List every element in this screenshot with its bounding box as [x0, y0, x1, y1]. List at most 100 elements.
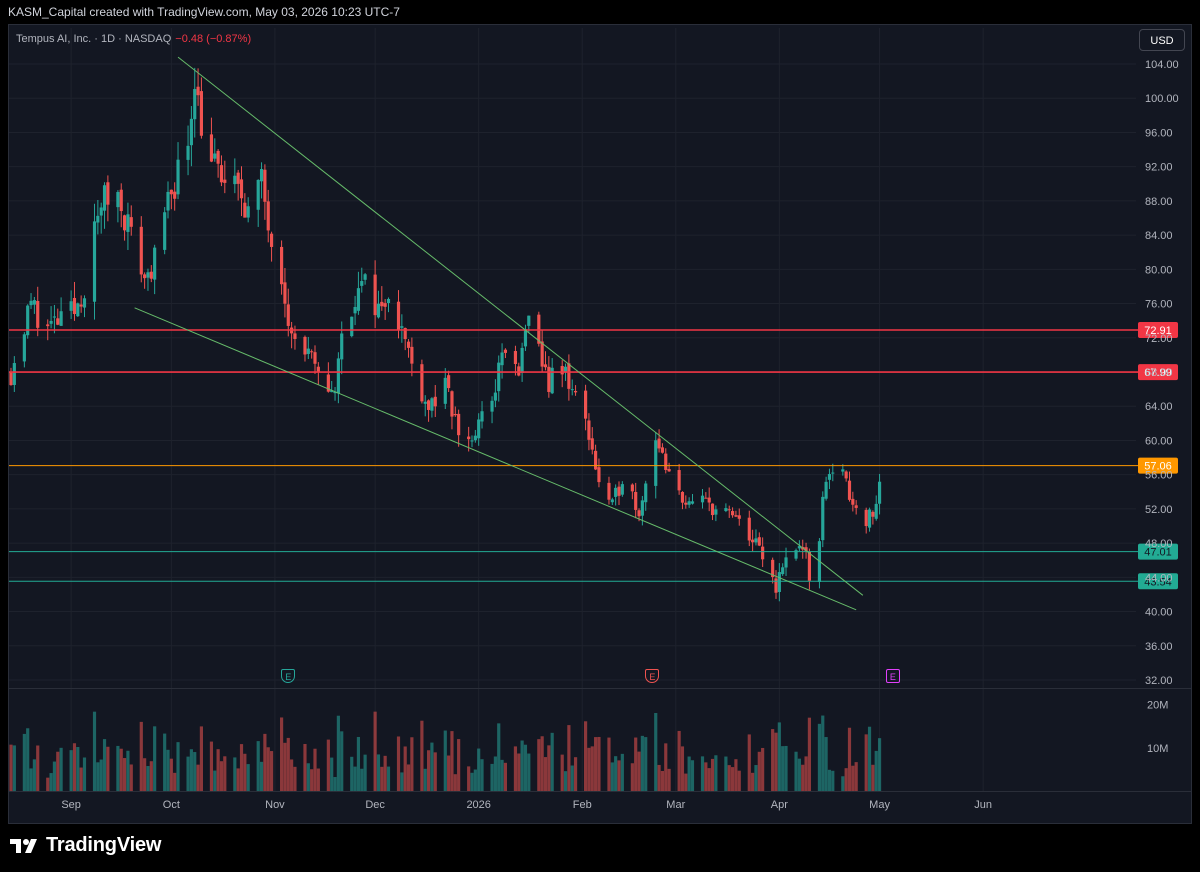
candle-body: [363, 274, 367, 280]
time-axis[interactable]: Sep Oct Nov Dec 2026 Feb Mar Apr May Jun: [61, 799, 992, 811]
price-tick-label: 92.00: [1145, 162, 1173, 174]
candle-body: [443, 377, 447, 404]
candle-body: [500, 352, 504, 366]
candle-body: [847, 480, 852, 500]
earnings-marker-past-down[interactable]: E: [645, 669, 660, 683]
volume-bar: [56, 751, 60, 791]
volume-bar: [771, 729, 775, 791]
candle-body: [573, 391, 578, 393]
candle-body: [426, 400, 431, 410]
volume-bar: [690, 760, 695, 791]
candle-body: [189, 118, 193, 146]
candle-body: [139, 226, 143, 275]
candle-body: [146, 272, 150, 278]
candle-body: [430, 398, 434, 411]
volume-bar: [727, 765, 731, 791]
volume-bar: [199, 726, 204, 791]
volume-bar: [714, 755, 718, 791]
volume-bar: [69, 750, 73, 791]
candle-body: [497, 362, 501, 392]
candle-body: [186, 145, 190, 160]
volume-bar: [243, 753, 247, 791]
candle-body: [794, 550, 798, 559]
volume-bar: [687, 756, 691, 791]
candle-body: [12, 363, 16, 385]
candle-body: [784, 557, 788, 568]
volume-bar: [503, 762, 507, 791]
volume-bar: [657, 764, 661, 791]
volume-bar: [310, 769, 314, 791]
volume-bar: [784, 745, 788, 791]
volume-bar: [867, 726, 872, 791]
candle-body: [59, 311, 63, 326]
volume-bar: [704, 762, 708, 791]
currency-button[interactable]: USD: [1139, 29, 1185, 51]
price-tick-label: 104.00: [1145, 59, 1179, 71]
volume-bar: [797, 758, 801, 791]
candle-body: [269, 233, 274, 247]
volume-bar: [457, 739, 461, 791]
level-label-47.01: 47.01: [1144, 547, 1172, 559]
candle-body: [490, 400, 494, 412]
volume-bar: [747, 734, 751, 791]
candle-body: [236, 172, 240, 184]
volume-bar: [303, 743, 307, 791]
candle-body: [620, 484, 624, 495]
candle-body: [644, 483, 648, 503]
trendline: [134, 307, 857, 611]
candle-body: [239, 179, 244, 199]
price-axis[interactable]: 104.00 100.00 96.00 92.00 88.00 84.00 80.00 76.…: [1145, 59, 1179, 755]
price-tick-label: 48.00: [1145, 538, 1173, 550]
volume-bar: [520, 740, 524, 791]
candle-body: [473, 435, 477, 441]
candle-body: [266, 201, 270, 231]
candle-body: [410, 346, 414, 364]
volume-bar: [710, 758, 715, 791]
earnings-marker-past-up[interactable]: E: [281, 669, 296, 683]
price-tick-label: 80.00: [1145, 264, 1173, 276]
candle-body: [797, 546, 801, 549]
candle-body: [513, 351, 518, 365]
candle-body: [176, 159, 180, 195]
volume-bar: [26, 728, 30, 791]
candle-body: [106, 182, 110, 205]
volume-bar: [280, 717, 284, 791]
candle-body: [617, 486, 621, 496]
price-tick-label: 44.00: [1145, 572, 1173, 584]
volume-bar: [92, 711, 97, 791]
volume-bar: [213, 770, 217, 791]
candle-body: [520, 347, 524, 374]
candle-body: [547, 366, 551, 392]
volume-bar: [523, 744, 528, 791]
volume-bar: [677, 730, 681, 791]
candle-body: [664, 453, 668, 470]
volume-bar: [99, 759, 103, 791]
candle-body: [704, 497, 708, 499]
volume-bar: [306, 763, 310, 791]
candle-body: [654, 440, 658, 486]
volume-bar: [143, 758, 147, 791]
volume-bar: [423, 768, 427, 791]
tradingview-logo[interactable]: TradingView: [10, 834, 161, 857]
candle-body: [467, 436, 471, 440]
earnings-marker-upcoming[interactable]: E: [885, 669, 900, 683]
candle-body: [587, 420, 591, 440]
price-tick-label: 64.00: [1145, 401, 1173, 413]
top-bar: KASM_Capital created with TradingView.co…: [0, 0, 1200, 24]
candle-body: [199, 91, 204, 136]
symbol-legend[interactable]: Tempus AI, Inc. · 1D · NASDAQ −0.48 (−0.8…: [16, 33, 251, 45]
candle-body: [824, 481, 828, 499]
candle-body: [747, 517, 751, 541]
candle-body: [540, 341, 544, 367]
volume-bar: [851, 765, 855, 791]
volume-bar: [353, 766, 357, 791]
candle-body: [727, 509, 731, 511]
candle-body: [470, 440, 474, 442]
candle-body: [550, 367, 554, 394]
volume-bar: [664, 743, 668, 791]
volume-bar: [36, 745, 40, 791]
volume-bar: [22, 733, 26, 791]
candle-body: [827, 474, 832, 480]
candles: [9, 67, 882, 602]
